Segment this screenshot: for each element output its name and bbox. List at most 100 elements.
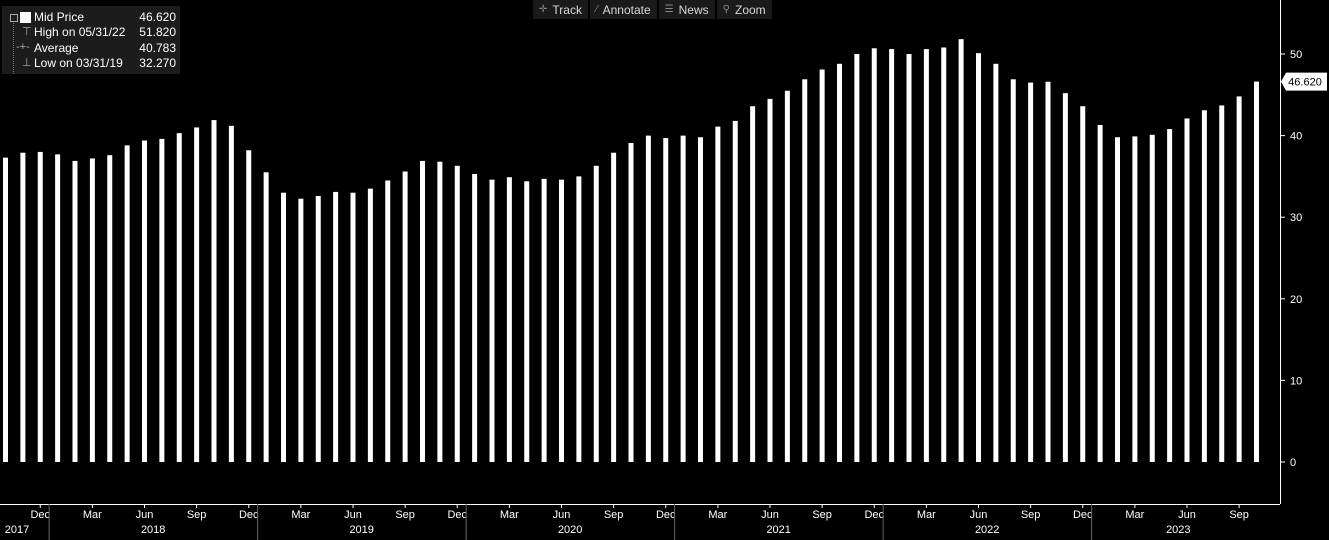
- bar-sep-2020[interactable]: [611, 152, 617, 462]
- bar-jul-2023[interactable]: [1201, 110, 1207, 462]
- x-month-label: Mar: [500, 509, 519, 521]
- x-year-label-2018: 2018: [141, 524, 165, 536]
- bar-jun-2020[interactable]: [559, 179, 564, 462]
- bar-mar-2021[interactable]: [715, 126, 721, 463]
- x-month-label: Sep: [187, 509, 207, 521]
- bar-feb-2021[interactable]: [698, 137, 703, 462]
- bar-may-2020[interactable]: [541, 178, 547, 462]
- bar-jul-2019[interactable]: [367, 188, 373, 462]
- bar-mar-2022[interactable]: [923, 49, 929, 462]
- bar-jun-2022[interactable]: [976, 53, 981, 463]
- bar-dec-2020[interactable]: [663, 138, 669, 462]
- bar-aug-2020[interactable]: [593, 165, 599, 463]
- news-button[interactable]: ☰ News: [658, 0, 715, 19]
- low-marker-icon: ⊥: [22, 57, 32, 69]
- bar-mar-2023[interactable]: [1132, 136, 1138, 462]
- collapse-box-icon[interactable]: [10, 14, 18, 22]
- bar-jun-2023[interactable]: [1184, 118, 1190, 463]
- bar-aug-2022[interactable]: [1010, 79, 1016, 463]
- x-month-label: Mar: [83, 509, 102, 521]
- bar-oct-2018[interactable]: [211, 120, 217, 462]
- bar-apr-2020[interactable]: [524, 181, 530, 462]
- legend-average-label: Average: [34, 41, 79, 55]
- bar-sep-2019[interactable]: [402, 171, 408, 462]
- high-marker-icon: ⊤: [22, 26, 32, 38]
- bar-may-2023[interactable]: [1167, 129, 1173, 462]
- x-month-label: Dec: [656, 509, 676, 521]
- bar-aug-2023[interactable]: [1219, 105, 1225, 463]
- bar-jan-2018[interactable]: [55, 154, 61, 463]
- legend-row-average: -+- Average 40.783: [2, 41, 178, 56]
- zoom-button[interactable]: ⚲ Zoom: [716, 0, 772, 19]
- bar-sep-2023[interactable]: [1236, 96, 1242, 462]
- legend-row-mid-price[interactable]: Mid Price 46.620: [2, 10, 178, 25]
- bar-mar-2020[interactable]: [506, 177, 512, 462]
- chart-toolbar: ✛ Track ⁄ Annotate ☰ News ⚲ Zoom: [533, 0, 772, 19]
- average-marker-icon: -+-: [16, 41, 30, 53]
- bar-jun-2018[interactable]: [142, 140, 147, 462]
- bar-aug-2021[interactable]: [802, 79, 808, 463]
- bar-sep-2021[interactable]: [819, 69, 825, 462]
- bar-jan-2023[interactable]: [1097, 124, 1103, 462]
- annotate-button[interactable]: ⁄ Annotate: [589, 0, 657, 19]
- news-label: News: [678, 2, 709, 17]
- bar-nov-2018[interactable]: [228, 125, 234, 463]
- bar-dec-2019[interactable]: [454, 165, 460, 463]
- bar-oct-2019[interactable]: [420, 160, 425, 462]
- bar-apr-2022[interactable]: [941, 47, 947, 463]
- bar-apr-2018[interactable]: [107, 155, 113, 462]
- bar-may-2018[interactable]: [124, 145, 130, 462]
- bar-jan-2022[interactable]: [889, 49, 895, 462]
- bar-oct-2021[interactable]: [837, 63, 842, 463]
- bar-feb-2022[interactable]: [906, 54, 912, 462]
- bar-may-2019[interactable]: [333, 191, 339, 463]
- bar-jan-2021[interactable]: [680, 135, 686, 462]
- bar-feb-2020[interactable]: [489, 179, 495, 462]
- bar-nov-2022[interactable]: [1062, 93, 1068, 462]
- x-month-label: Jun: [136, 509, 154, 521]
- bar-feb-2019[interactable]: [281, 192, 286, 462]
- bar-jan-2020[interactable]: [472, 173, 478, 462]
- bar-dec-2017[interactable]: [37, 151, 43, 463]
- bar-nov-2019[interactable]: [437, 161, 443, 462]
- bar-oct-2017[interactable]: [3, 157, 8, 462]
- bar-mar-2019[interactable]: [298, 198, 304, 462]
- bar-oct-2023[interactable]: [1254, 81, 1259, 462]
- bar-oct-2022[interactable]: [1045, 81, 1051, 462]
- bar-sep-2018[interactable]: [194, 127, 200, 462]
- bar-apr-2019[interactable]: [315, 195, 321, 462]
- x-month-label: Dec: [1073, 509, 1093, 521]
- bar-apr-2023[interactable]: [1149, 134, 1155, 462]
- bar-nov-2017[interactable]: [20, 152, 26, 462]
- bar-apr-2021[interactable]: [732, 120, 738, 463]
- x-month-label: Sep: [604, 509, 624, 521]
- x-year-label-2019: 2019: [349, 524, 373, 536]
- bar-jun-2021[interactable]: [767, 98, 773, 462]
- track-button[interactable]: ✛ Track: [533, 0, 588, 19]
- bar-feb-2018[interactable]: [72, 160, 78, 462]
- bar-jul-2022[interactable]: [993, 63, 999, 463]
- bar-jul-2018[interactable]: [159, 138, 165, 462]
- bar-jun-2019[interactable]: [350, 192, 356, 462]
- legend-low-value: 32.270: [139, 56, 176, 70]
- bar-aug-2018[interactable]: [176, 133, 182, 463]
- bar-dec-2022[interactable]: [1080, 106, 1086, 462]
- bar-dec-2021[interactable]: [871, 48, 877, 463]
- bar-aug-2019[interactable]: [385, 180, 391, 463]
- bar-jan-2019[interactable]: [263, 172, 269, 462]
- bar-jul-2021[interactable]: [784, 90, 790, 462]
- legend-row-high: ⊤ High on 05/31/22 51.820: [2, 25, 178, 40]
- bar-feb-2023[interactable]: [1115, 137, 1120, 462]
- bar-dec-2018[interactable]: [246, 150, 252, 462]
- bar-oct-2020[interactable]: [628, 142, 634, 462]
- bar-sep-2022[interactable]: [1028, 82, 1034, 462]
- legend-low-label: Low on 03/31/19: [34, 56, 123, 70]
- bar-mar-2018[interactable]: [89, 158, 95, 462]
- bar-nov-2020[interactable]: [645, 135, 651, 462]
- bar-nov-2021[interactable]: [854, 54, 860, 462]
- bar-jul-2020[interactable]: [576, 176, 582, 462]
- bar-may-2021[interactable]: [750, 106, 756, 462]
- bar-may-2022[interactable]: [958, 39, 964, 462]
- annotate-label: Annotate: [602, 2, 651, 17]
